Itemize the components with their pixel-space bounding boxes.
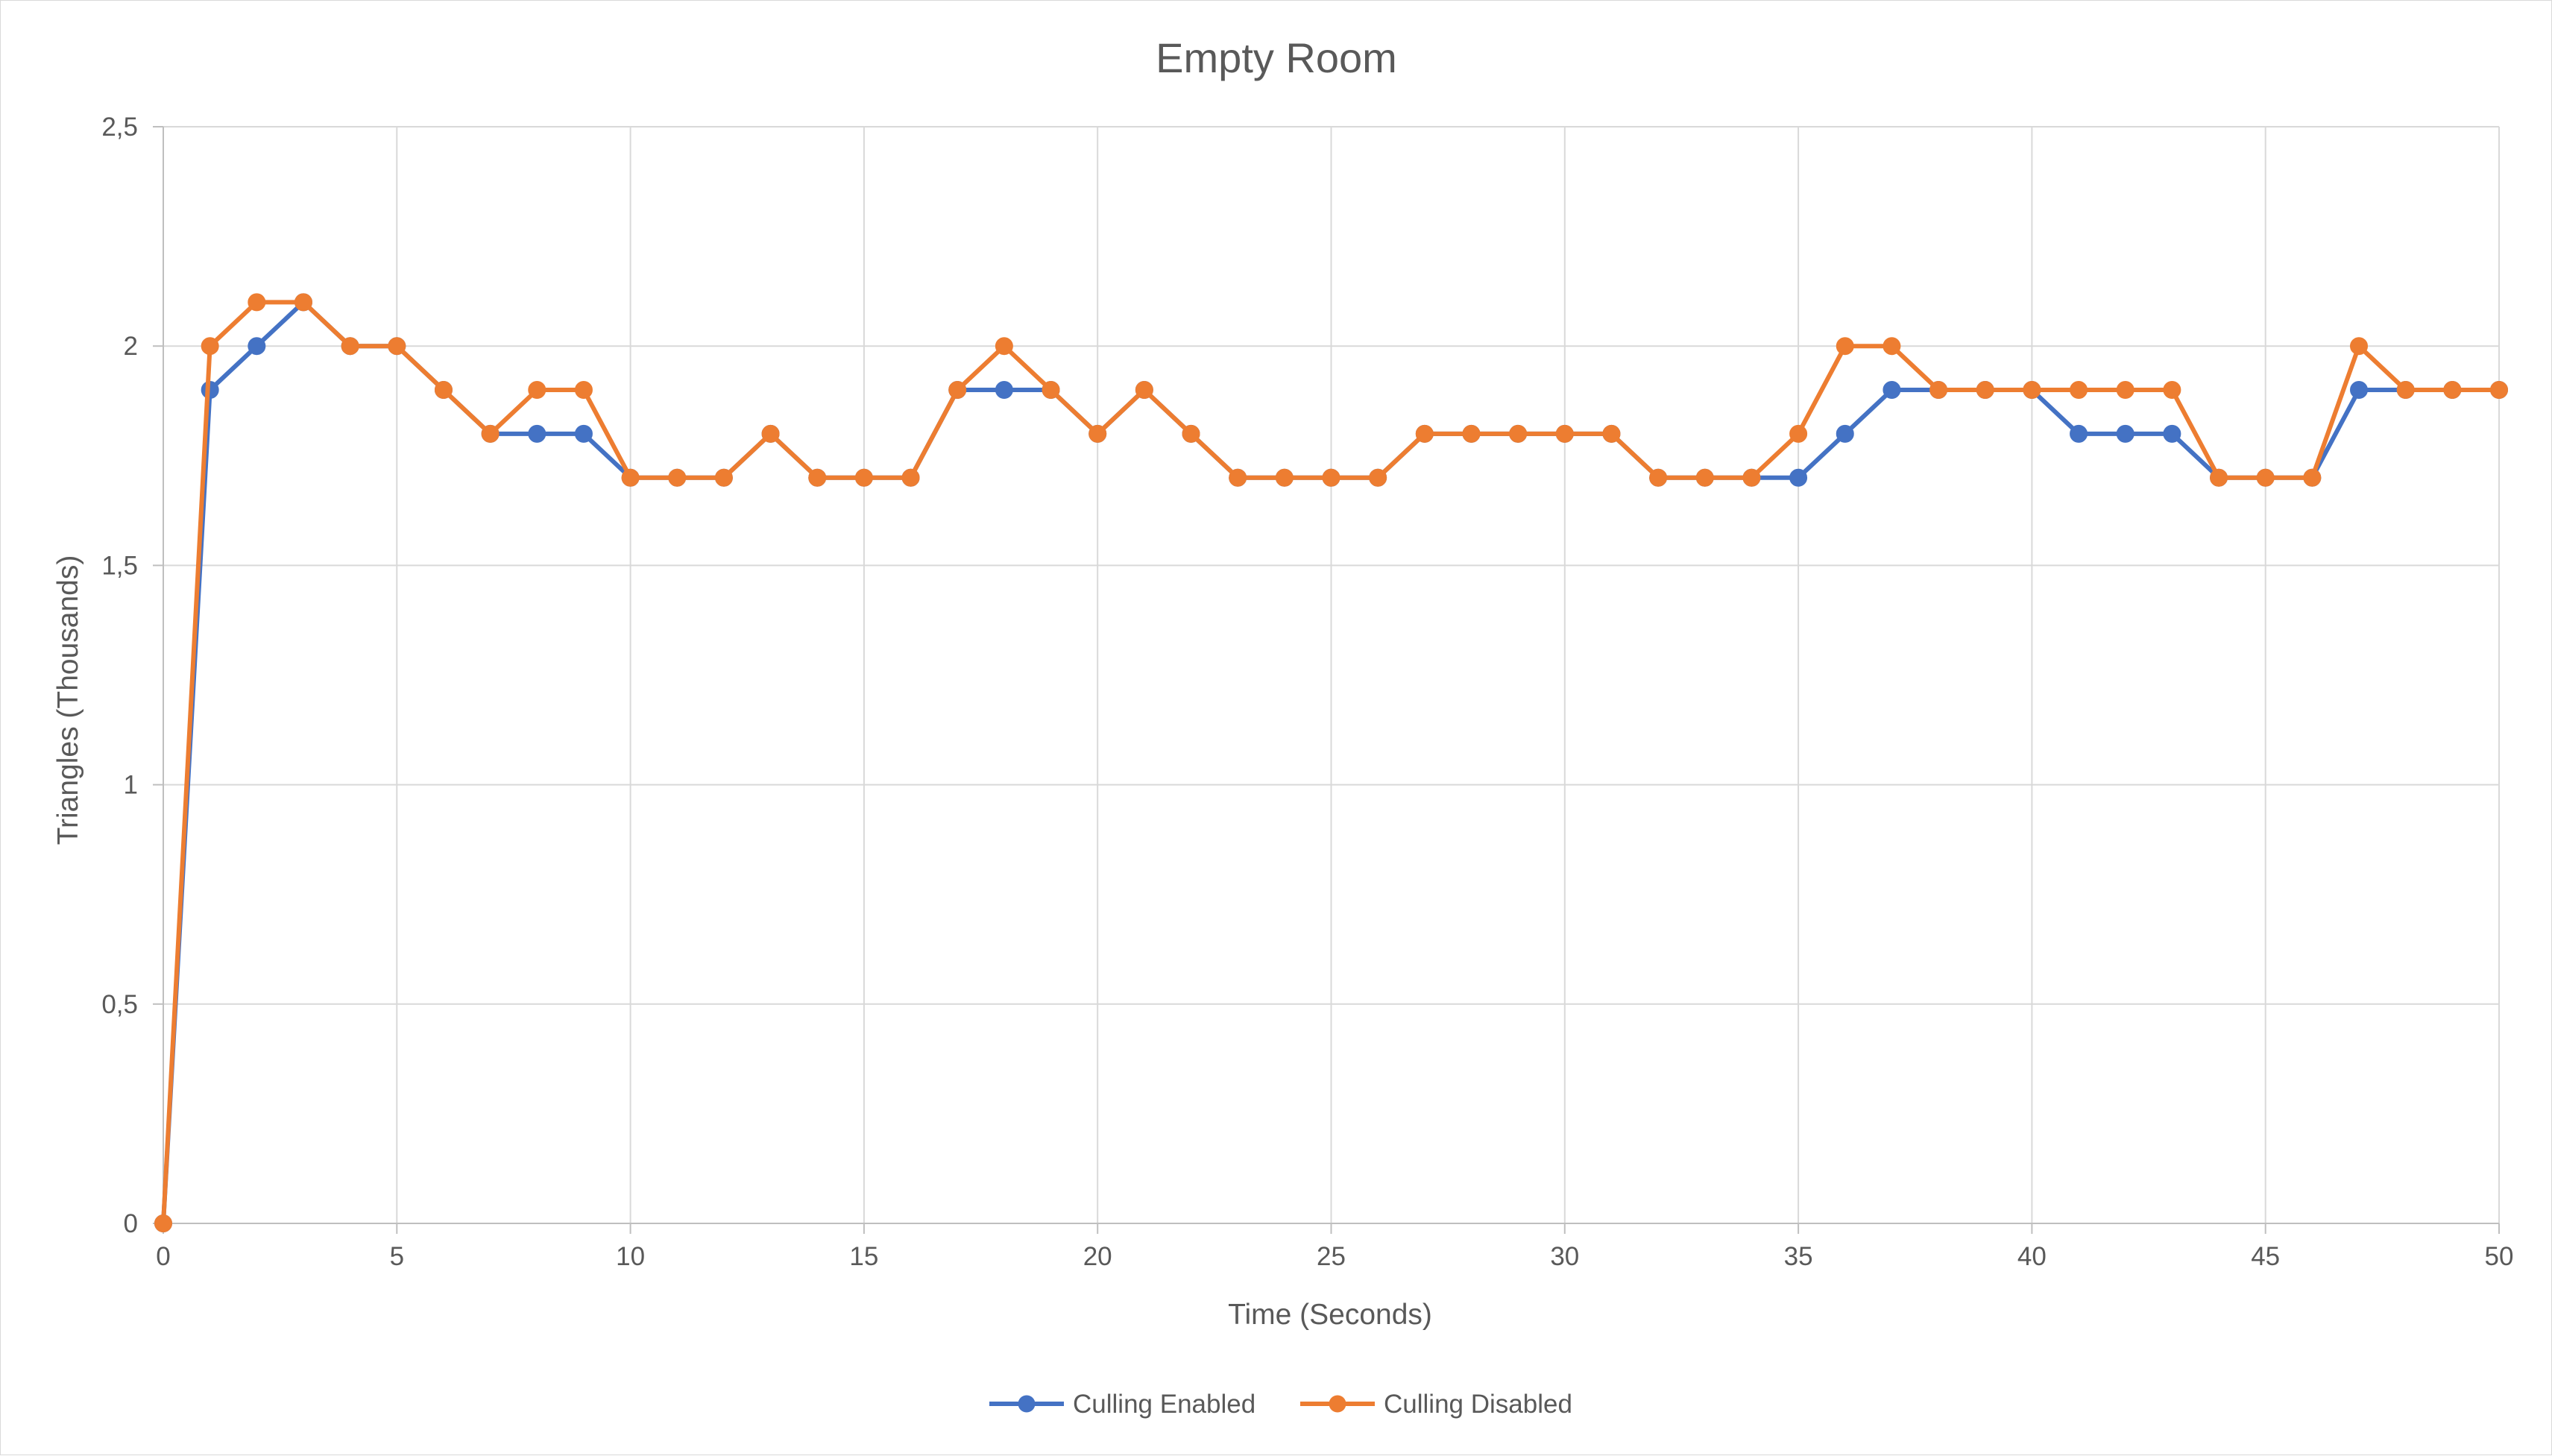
data-point: [1836, 424, 1854, 443]
data-point: [2163, 381, 2181, 400]
x-tick-label: 5: [390, 1242, 404, 1271]
data-point: [901, 468, 920, 487]
data-point: [574, 424, 593, 443]
legend-entry-culling-disabled: Culling Disabled: [1300, 1390, 1572, 1419]
legend-swatch-marker: [1329, 1395, 1346, 1413]
data-point: [2303, 468, 2322, 487]
data-point: [1182, 424, 1200, 443]
y-tick-label: 2: [124, 332, 138, 361]
data-point: [1742, 468, 1761, 487]
data-point: [1695, 468, 1714, 487]
data-point: [1369, 468, 1387, 487]
data-point: [854, 468, 873, 487]
y-tick-label: 0: [124, 1209, 138, 1238]
data-point: [1275, 468, 1294, 487]
data-point: [248, 337, 266, 356]
data-point: [2070, 381, 2088, 400]
series-layer: [154, 293, 2508, 1232]
x-tick-label: 15: [849, 1242, 878, 1271]
data-point: [341, 337, 359, 356]
data-point: [1509, 424, 1528, 443]
data-point: [574, 381, 593, 400]
data-point: [201, 337, 219, 356]
data-point: [1135, 381, 1153, 400]
data-point: [388, 337, 406, 356]
data-point: [668, 468, 687, 487]
data-point: [2070, 424, 2088, 443]
data-point: [761, 424, 780, 443]
x-axis-title: Time (Seconds): [1228, 1299, 1432, 1331]
data-point: [1976, 381, 1994, 400]
legend-label: Culling Enabled: [1073, 1390, 1255, 1419]
data-point: [1789, 468, 1808, 487]
data-point: [621, 468, 640, 487]
data-point: [2256, 468, 2275, 487]
data-point: [714, 468, 733, 487]
legend-swatch-marker: [1018, 1395, 1036, 1413]
y-tick-label: 2,5: [101, 113, 138, 142]
data-point: [2443, 381, 2462, 400]
x-tick-label: 35: [1784, 1242, 1813, 1271]
legend-label: Culling Disabled: [1384, 1390, 1572, 1419]
data-point: [434, 381, 453, 400]
x-tick-label: 10: [616, 1242, 645, 1271]
data-point: [1415, 424, 1434, 443]
x-tick-label: 40: [2017, 1242, 2047, 1271]
data-point: [948, 381, 967, 400]
data-point: [1649, 468, 1668, 487]
gridlines: [163, 126, 2500, 1223]
data-point: [2163, 424, 2181, 443]
data-point: [1322, 468, 1340, 487]
data-point: [248, 293, 266, 312]
data-point: [1929, 381, 1948, 400]
data-point: [808, 468, 827, 487]
data-point: [2350, 337, 2369, 356]
y-tick-label: 1,5: [101, 551, 138, 580]
data-point: [2116, 424, 2134, 443]
data-point: [1042, 381, 1060, 400]
chart-title: Empty Room: [1156, 34, 1397, 81]
y-tick-label: 0,5: [101, 990, 138, 1019]
x-tick-label: 45: [2251, 1242, 2280, 1271]
data-point: [1883, 381, 1901, 400]
x-tick-label: 30: [1550, 1242, 1579, 1271]
y-axis-title: Triangles (Thousands): [52, 555, 84, 845]
data-point: [1555, 424, 1574, 443]
data-point: [1229, 468, 1247, 487]
y-tick-label: 1: [124, 771, 138, 800]
data-point: [1462, 424, 1481, 443]
data-point: [528, 381, 546, 400]
x-tick-label: 50: [2485, 1242, 2514, 1271]
data-point: [2210, 468, 2228, 487]
data-point: [1602, 424, 1621, 443]
axes: 0 0,5 1 1,5 2 2,5 0 5 10 15 20 25 30 35 40 45 50: [101, 113, 2513, 1271]
legend-entry-culling-enabled: Culling Enabled: [989, 1390, 1255, 1419]
data-point: [995, 381, 1013, 400]
legend: Culling Enabled Culling Disabled: [989, 1390, 1572, 1419]
x-tick-label: 0: [156, 1242, 170, 1271]
data-point: [995, 337, 1013, 356]
data-point: [2116, 381, 2134, 400]
data-point: [2396, 381, 2415, 400]
data-point: [481, 424, 500, 443]
data-point: [2490, 381, 2508, 400]
data-point: [1836, 337, 1854, 356]
series-culling-disabled: [154, 293, 2508, 1232]
data-point: [1088, 424, 1107, 443]
data-point: [294, 293, 312, 312]
data-point: [2023, 381, 2041, 400]
data-point: [1883, 337, 1901, 356]
x-tick-label: 20: [1083, 1242, 1112, 1271]
data-point: [528, 424, 546, 443]
x-tick-label: 25: [1317, 1242, 1346, 1271]
data-point: [1789, 424, 1808, 443]
data-point: [154, 1214, 172, 1232]
data-point: [2350, 381, 2369, 400]
